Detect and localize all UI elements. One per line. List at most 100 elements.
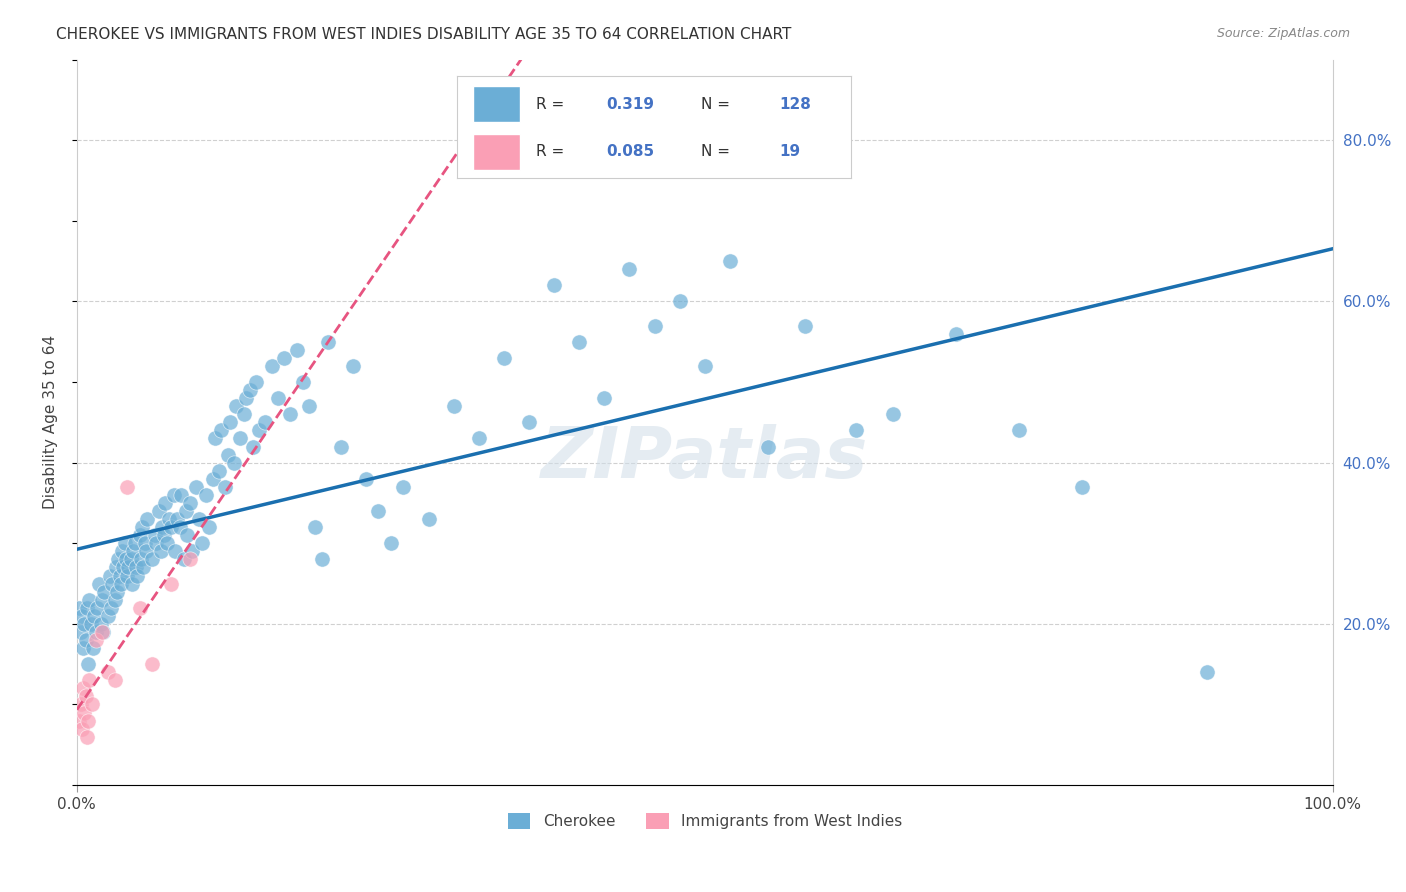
- Point: [67, 714, 90, 728]
- Point: [122, 544, 145, 558]
- Point: [214, 480, 236, 494]
- Point: [129, 552, 152, 566]
- Point: [179, 552, 201, 566]
- Point: [260, 359, 283, 373]
- Point: [103, 673, 125, 688]
- Point: [195, 488, 218, 502]
- Point: [76, 730, 98, 744]
- Point: [76, 600, 98, 615]
- Point: [70, 608, 93, 623]
- Point: [254, 415, 277, 429]
- Point: [89, 576, 111, 591]
- Text: ZIPatlas: ZIPatlas: [541, 424, 869, 493]
- Point: [136, 512, 159, 526]
- Point: [80, 698, 103, 712]
- Point: [125, 560, 148, 574]
- Point: [354, 472, 377, 486]
- Point: [945, 326, 967, 341]
- Point: [84, 624, 107, 639]
- FancyBboxPatch shape: [472, 135, 520, 170]
- Point: [128, 600, 150, 615]
- Point: [329, 440, 352, 454]
- Point: [86, 600, 108, 615]
- Point: [242, 440, 264, 454]
- Point: [160, 520, 183, 534]
- Point: [170, 488, 193, 502]
- Point: [132, 560, 155, 574]
- Point: [91, 624, 114, 639]
- Point: [104, 560, 127, 574]
- Point: [107, 552, 129, 566]
- Point: [101, 576, 124, 591]
- Point: [79, 592, 101, 607]
- Point: [135, 544, 157, 558]
- Point: [148, 504, 170, 518]
- Text: CHEROKEE VS IMMIGRANTS FROM WEST INDIES DISABILITY AGE 35 TO 64 CORRELATION CHAR: CHEROKEE VS IMMIGRANTS FROM WEST INDIES …: [56, 27, 792, 42]
- Point: [143, 528, 166, 542]
- Point: [568, 334, 591, 349]
- Point: [492, 351, 515, 365]
- Point: [134, 536, 156, 550]
- Point: [668, 294, 690, 309]
- Point: [69, 624, 91, 639]
- Point: [79, 673, 101, 688]
- Point: [115, 552, 138, 566]
- Point: [222, 456, 245, 470]
- Point: [1197, 665, 1219, 680]
- Point: [1008, 424, 1031, 438]
- Point: [72, 641, 94, 656]
- Point: [794, 318, 817, 333]
- Point: [718, 254, 741, 268]
- Point: [280, 407, 302, 421]
- Point: [83, 608, 105, 623]
- Point: [316, 334, 339, 349]
- Point: [756, 440, 779, 454]
- Point: [245, 375, 267, 389]
- Point: [128, 528, 150, 542]
- Point: [117, 560, 139, 574]
- Point: [69, 698, 91, 712]
- Text: R =: R =: [536, 97, 569, 112]
- Point: [201, 472, 224, 486]
- Point: [90, 616, 112, 631]
- Point: [82, 641, 104, 656]
- Point: [110, 576, 132, 591]
- Point: [191, 536, 214, 550]
- Point: [418, 512, 440, 526]
- Point: [209, 424, 232, 438]
- Point: [162, 488, 184, 502]
- Point: [543, 278, 565, 293]
- Point: [150, 544, 173, 558]
- Point: [204, 432, 226, 446]
- Point: [1070, 480, 1092, 494]
- Point: [141, 657, 163, 672]
- Point: [91, 624, 114, 639]
- Point: [97, 665, 120, 680]
- Point: [186, 480, 208, 494]
- Point: [693, 359, 716, 373]
- Point: [105, 584, 128, 599]
- Point: [217, 448, 239, 462]
- Point: [208, 464, 231, 478]
- Point: [229, 432, 252, 446]
- Point: [619, 262, 641, 277]
- Point: [98, 568, 121, 582]
- Point: [169, 520, 191, 534]
- Point: [232, 407, 254, 421]
- Point: [121, 576, 143, 591]
- Point: [115, 480, 138, 494]
- Point: [73, 706, 96, 720]
- Point: [75, 690, 97, 704]
- Point: [176, 528, 198, 542]
- Point: [267, 391, 290, 405]
- Point: [77, 657, 100, 672]
- Point: [181, 544, 204, 558]
- Point: [593, 391, 616, 405]
- Text: 128: 128: [780, 97, 811, 112]
- Text: N =: N =: [702, 145, 735, 160]
- Point: [84, 632, 107, 647]
- Point: [187, 512, 209, 526]
- Point: [114, 536, 136, 550]
- Point: [163, 544, 186, 558]
- Point: [160, 576, 183, 591]
